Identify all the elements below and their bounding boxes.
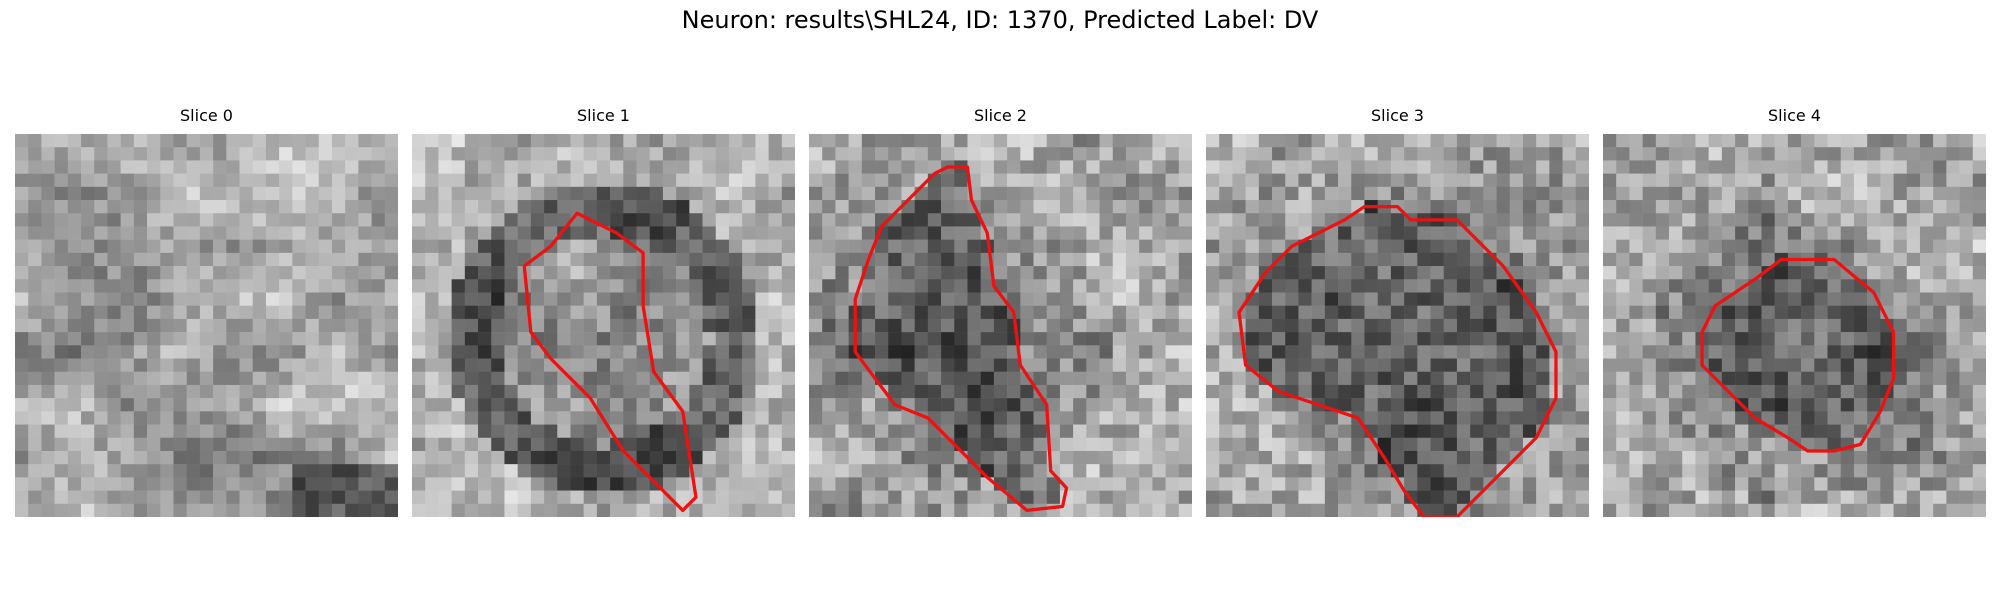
contour-outline <box>853 165 1069 513</box>
slice-image <box>1603 134 1986 517</box>
slice-image <box>412 134 795 517</box>
slice-image <box>15 134 398 517</box>
panel-title: Slice 1 <box>577 106 630 125</box>
panel-title: Slice 0 <box>180 106 233 125</box>
contour-outline <box>522 211 698 513</box>
panel-title: Slice 2 <box>974 106 1027 125</box>
contour-outline <box>1700 257 1896 453</box>
figure-title: Neuron: results\SHL24, ID: 1370, Predict… <box>681 6 1319 34</box>
slice-image <box>809 134 1192 517</box>
slice-image <box>1206 134 1589 517</box>
panel-title: Slice 4 <box>1768 106 1821 125</box>
panel-title: Slice 3 <box>1371 106 1424 125</box>
contour-outline <box>1237 204 1558 517</box>
